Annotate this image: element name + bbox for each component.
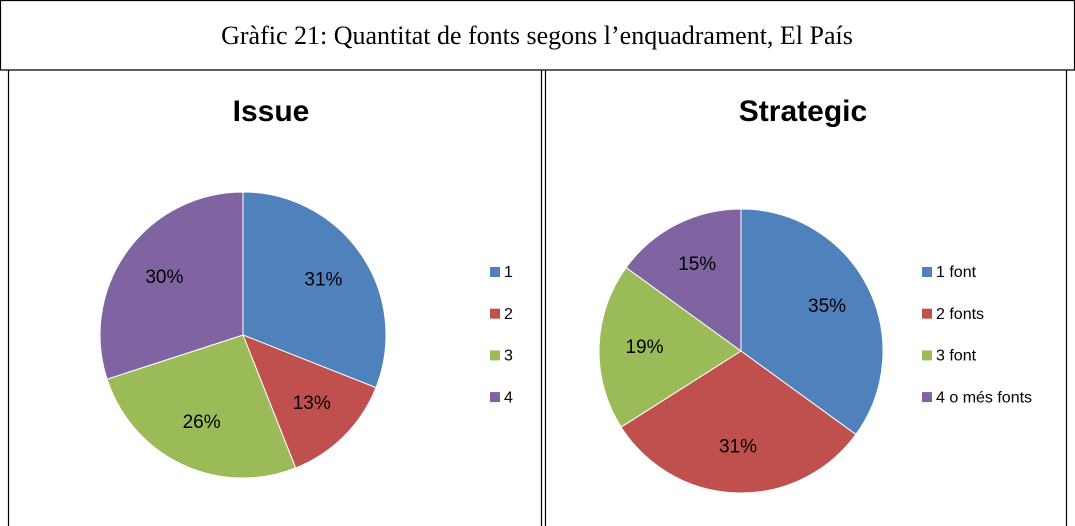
chart-title: Issue	[233, 95, 310, 128]
data-label: 15%	[678, 254, 716, 275]
legend-label: 2	[504, 306, 513, 323]
legend-swatch	[490, 392, 500, 403]
pie-slice	[242, 191, 387, 389]
legend-label: 1 font	[936, 264, 977, 281]
legend-label: 4 o més fonts	[936, 389, 1032, 406]
legend-swatch	[490, 267, 500, 277]
caption: Gràfic 21: Quantitat de fonts segons l’e…	[221, 21, 853, 50]
legend-label: 2 fonts	[936, 306, 984, 323]
pie-slice	[106, 334, 297, 479]
pie-slice	[740, 208, 884, 436]
pie-slice	[598, 266, 742, 428]
legend-swatch	[922, 350, 932, 361]
pie-slice	[625, 208, 742, 352]
legend-swatch	[922, 267, 932, 277]
data-label: 31%	[304, 269, 342, 290]
data-label: 19%	[625, 337, 663, 358]
legend-label: 3	[504, 348, 513, 365]
legend-label: 1	[504, 264, 513, 281]
data-label: 30%	[145, 267, 183, 288]
data-label: 35%	[808, 296, 846, 317]
legend-swatch	[922, 308, 932, 319]
pie-slice	[242, 334, 377, 469]
legend-swatch	[490, 350, 500, 361]
legend-swatch	[490, 308, 500, 319]
data-label: 26%	[183, 412, 221, 433]
pie-slice	[620, 350, 857, 494]
data-label: 31%	[719, 437, 757, 458]
chart-title: Strategic	[739, 95, 867, 128]
legend-label: 3 font	[936, 348, 977, 365]
pie-slice	[99, 191, 244, 380]
legend-swatch	[922, 392, 932, 403]
legend-label: 4	[504, 389, 513, 406]
data-label: 13%	[293, 393, 331, 414]
